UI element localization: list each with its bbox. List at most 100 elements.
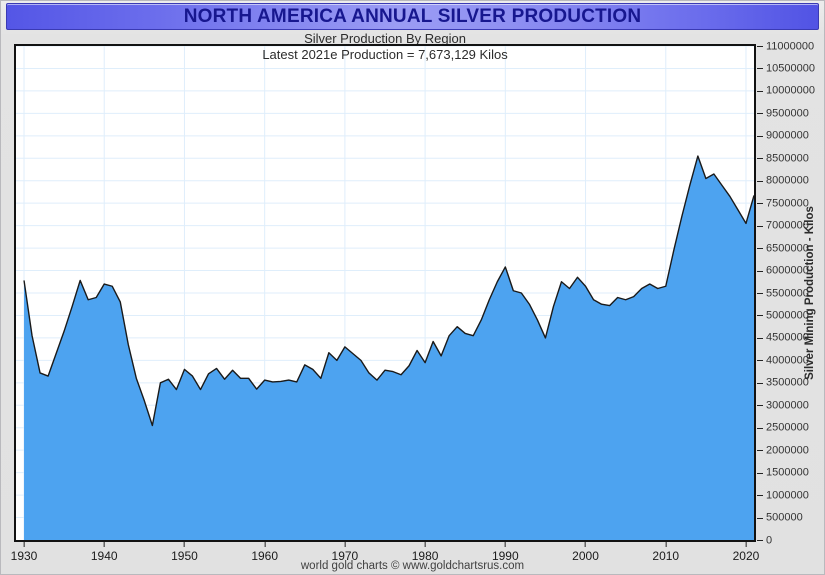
x-axis-tick: 1970 bbox=[331, 542, 359, 563]
y-axis-title-label: Silver Mining Production - Kilos bbox=[804, 206, 817, 380]
y-tick-mark bbox=[757, 495, 763, 497]
y-axis-tick: 4500000 bbox=[757, 332, 809, 344]
x-tick-label: 2000 bbox=[572, 549, 599, 563]
y-tick-mark bbox=[757, 382, 763, 384]
y-tick-mark bbox=[757, 405, 763, 407]
y-tick-mark bbox=[757, 270, 763, 272]
y-tick-label: 9500000 bbox=[766, 107, 809, 120]
y-axis-tick: 6000000 bbox=[757, 265, 809, 277]
y-axis-tick: 9000000 bbox=[757, 130, 809, 142]
y-tick-label: 4500000 bbox=[766, 331, 809, 344]
y-tick-label: 7000000 bbox=[766, 219, 809, 232]
y-axis-tick: 8000000 bbox=[757, 175, 809, 187]
y-tick-label: 8500000 bbox=[766, 152, 809, 165]
y-axis-tick: 8500000 bbox=[757, 152, 809, 164]
y-axis-tick: 10000000 bbox=[757, 85, 815, 97]
x-tick-mark bbox=[585, 542, 587, 547]
y-tick-label: 1500000 bbox=[766, 466, 809, 479]
y-tick-label: 500000 bbox=[766, 511, 803, 524]
x-tick-label: 1940 bbox=[90, 549, 118, 563]
y-tick-mark bbox=[757, 315, 763, 317]
y-axis-tick: 0 bbox=[757, 534, 772, 546]
y-axis-title: Silver Mining Production - Kilos bbox=[800, 44, 820, 542]
x-tick-label: 2010 bbox=[652, 549, 680, 563]
x-tick-mark bbox=[344, 542, 346, 547]
y-tick-mark bbox=[757, 248, 763, 250]
window-titlebar: NORTH AMERICA ANNUAL SILVER PRODUCTION bbox=[6, 3, 819, 30]
y-tick-label: 5000000 bbox=[766, 309, 809, 322]
footer-credit: world gold charts © www.goldchartsrus.co… bbox=[300, 560, 525, 572]
x-tick-label: 1990 bbox=[491, 549, 519, 563]
y-axis-tick: 9500000 bbox=[757, 107, 809, 119]
y-tick-label: 2500000 bbox=[766, 421, 809, 434]
series-line bbox=[23, 155, 754, 427]
x-tick-label: 1970 bbox=[331, 549, 359, 563]
y-tick-mark bbox=[757, 517, 763, 519]
x-axis-tick: 2020 bbox=[732, 542, 760, 563]
y-tick-label: 9000000 bbox=[766, 129, 809, 142]
y-axis-tick: 6500000 bbox=[757, 242, 809, 254]
y-axis-tick: 2000000 bbox=[757, 444, 809, 456]
y-axis-tick: 5000000 bbox=[757, 309, 809, 321]
y-tick-mark bbox=[757, 46, 763, 47]
y-tick-mark bbox=[757, 180, 763, 182]
x-tick-mark bbox=[665, 542, 667, 547]
y-tick-label: 1000000 bbox=[766, 489, 809, 502]
y-tick-label: 10000000 bbox=[766, 84, 815, 97]
x-axis-tick: 1940 bbox=[91, 542, 118, 563]
y-tick-label: 7500000 bbox=[766, 197, 809, 210]
y-tick-mark bbox=[757, 158, 763, 160]
x-tick-label: 1930 bbox=[10, 549, 38, 563]
series-area-fill bbox=[24, 156, 754, 540]
x-axis-tick: 1980 bbox=[411, 542, 439, 563]
x-tick-mark bbox=[745, 542, 747, 547]
x-tick-label: 2020 bbox=[732, 549, 760, 563]
x-tick-label: 1950 bbox=[171, 549, 198, 563]
y-axis-tick: 3500000 bbox=[757, 377, 809, 389]
x-tick-label: 1980 bbox=[411, 549, 439, 563]
y-tick-mark bbox=[757, 225, 763, 227]
y-tick-label: 6000000 bbox=[766, 264, 809, 277]
y-tick-label: 5500000 bbox=[766, 287, 809, 299]
x-tick-label: 1960 bbox=[251, 549, 279, 563]
y-tick-label: 4000000 bbox=[766, 354, 809, 367]
x-tick-mark bbox=[504, 542, 506, 547]
y-tick-label: 8000000 bbox=[766, 174, 809, 187]
y-axis-tick: 2500000 bbox=[757, 422, 809, 434]
y-axis-tick: 7500000 bbox=[757, 197, 809, 209]
y-tick-mark bbox=[757, 90, 763, 92]
y-tick-label: 6500000 bbox=[766, 242, 809, 255]
x-axis: 1930 1940 1950 1960 1970 1980 1990 2000 2010 2020 bbox=[10, 542, 759, 566]
x-tick-mark bbox=[264, 542, 266, 547]
y-axis-tick: 10500000 bbox=[757, 62, 815, 74]
y-tick-mark bbox=[757, 113, 763, 115]
chart-subtitle: Silver Production By Region bbox=[304, 31, 466, 46]
x-tick-mark bbox=[424, 542, 426, 547]
y-tick-mark bbox=[757, 135, 763, 137]
x-axis-tick: 1930 bbox=[10, 542, 38, 563]
y-axis-tick: 5500000 bbox=[757, 287, 809, 299]
y-axis: 0 500000 1000000 1500000 2000000 2500000 30000… bbox=[757, 40, 819, 546]
x-axis-tick: 1960 bbox=[251, 542, 278, 563]
y-tick-label: 3500000 bbox=[766, 376, 809, 389]
x-tick-mark bbox=[23, 542, 25, 547]
window-title: NORTH AMERICA ANNUAL SILVER PRODUCTION bbox=[183, 5, 642, 27]
y-tick-mark bbox=[757, 203, 763, 205]
y-tick-label: 10500000 bbox=[766, 62, 815, 75]
y-tick-mark bbox=[757, 450, 763, 452]
y-tick-mark bbox=[757, 337, 763, 339]
area-chart-svg bbox=[16, 46, 754, 540]
x-axis-tick: 2000 bbox=[572, 542, 599, 563]
y-tick-label: 0 bbox=[766, 534, 773, 546]
y-tick-label: 3000000 bbox=[766, 399, 809, 412]
y-tick-mark bbox=[757, 472, 763, 474]
y-tick-mark bbox=[757, 360, 763, 362]
y-axis-tick: 11000000 bbox=[757, 40, 814, 52]
y-tick-label: 11000000 bbox=[766, 40, 815, 52]
y-axis-tick: 1500000 bbox=[757, 467, 809, 479]
y-axis-tick: 4000000 bbox=[757, 354, 809, 366]
y-axis-tick: 500000 bbox=[757, 512, 803, 524]
y-axis-tick: 3000000 bbox=[757, 399, 809, 411]
y-axis-tick: 1000000 bbox=[757, 489, 809, 501]
